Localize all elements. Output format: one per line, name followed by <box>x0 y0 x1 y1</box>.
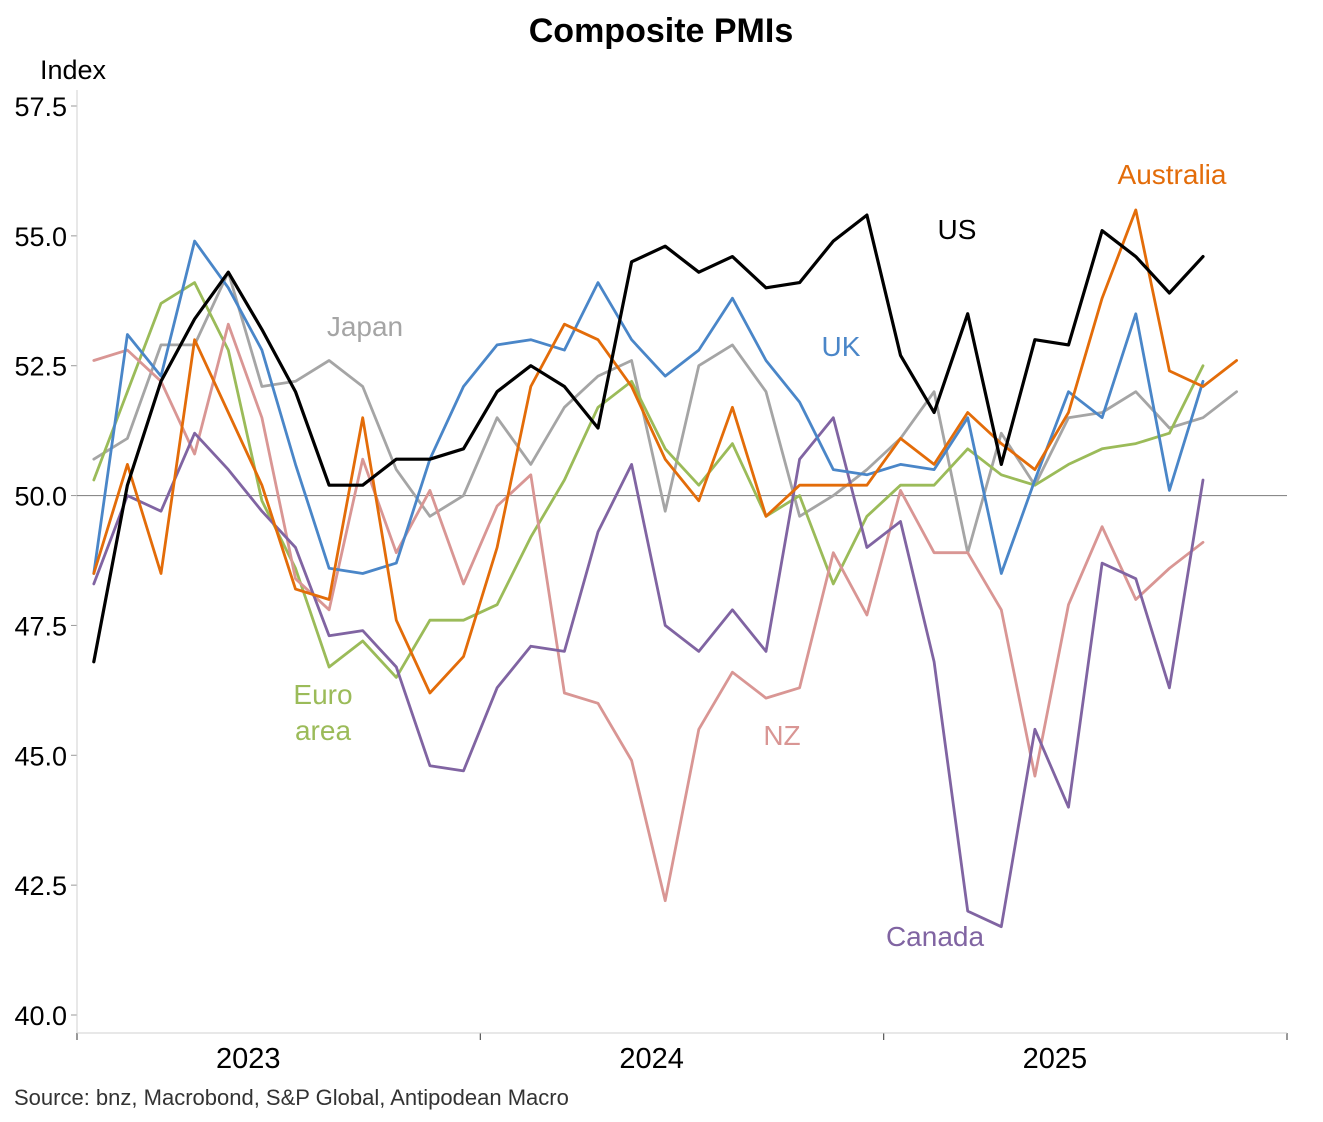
series-label-us: US <box>938 214 977 245</box>
series-line-us <box>92 213 1205 664</box>
source-note: Source: bnz, Macrobond, S&P Global, Anti… <box>14 1085 569 1110</box>
series-line-japan <box>92 270 1238 555</box>
series-label-nz: NZ <box>763 720 800 751</box>
series-labels: Japan Euro area NZ Canada UK Australia US <box>293 159 1226 952</box>
y-tick-label: 45.0 <box>14 741 67 771</box>
series-lines <box>92 208 1238 929</box>
y-tick-label: 42.5 <box>14 871 67 901</box>
x-tick-label: 2024 <box>619 1043 684 1075</box>
y-axis-label: Index <box>40 55 107 85</box>
series-label-canada: Canada <box>886 921 985 952</box>
series-line-uk <box>92 239 1205 575</box>
series-label-euro-area: Euro area <box>293 679 352 746</box>
series-label-australia: Australia <box>1118 159 1227 190</box>
y-tick-label: 57.5 <box>14 92 67 122</box>
series-label-japan: Japan <box>327 311 403 342</box>
y-tick-label: 52.5 <box>14 352 67 382</box>
x-tick-label: 2025 <box>1023 1043 1088 1075</box>
y-tick-label: 55.0 <box>14 222 67 252</box>
y-tick-label: 50.0 <box>14 482 67 512</box>
series-line-nz <box>92 322 1205 903</box>
chart-title: Composite PMIs <box>529 12 793 50</box>
y-tick-label: 47.5 <box>14 611 67 641</box>
series-line-canada <box>92 416 1205 929</box>
x-tick-label: 2023 <box>216 1043 281 1075</box>
y-tick-label: 40.0 <box>14 1001 67 1031</box>
axis-ticks: 40.0 42.5 45.0 47.5 50.0 52.5 55.0 57.5 2023 2024… <box>14 92 1288 1075</box>
series-label-uk: UK <box>822 331 861 362</box>
series-line-australia <box>92 208 1238 695</box>
